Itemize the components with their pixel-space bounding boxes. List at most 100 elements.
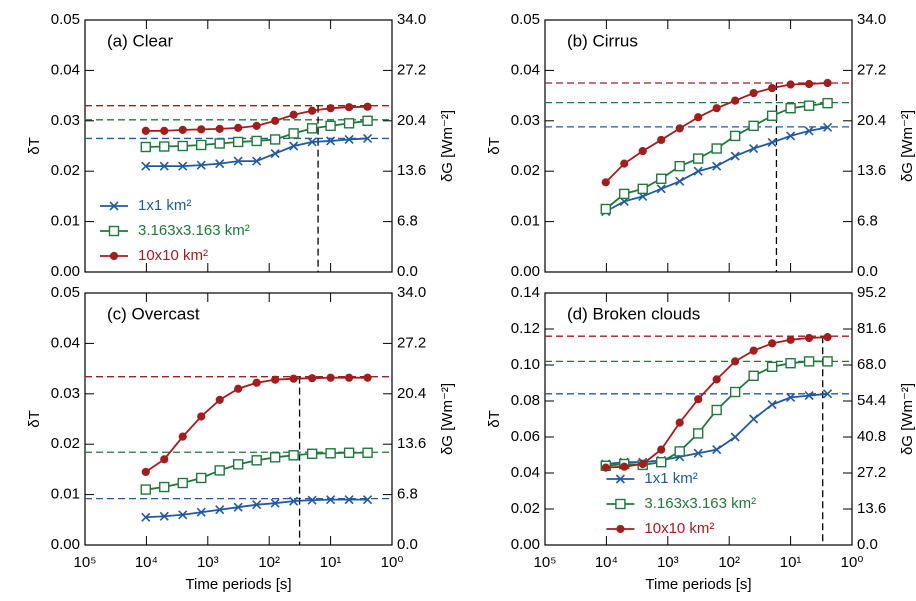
- marker-square: [362, 447, 373, 458]
- marker-circle: [215, 124, 224, 133]
- marker-x: [656, 184, 666, 194]
- marker-circle: [326, 373, 335, 382]
- marker-square: [711, 143, 722, 154]
- y-tick-label: 0.02: [51, 162, 80, 179]
- marker-square: [325, 448, 336, 459]
- y2-tick-label: 13.6: [857, 162, 886, 179]
- marker-circle: [308, 374, 317, 383]
- marker-x: [326, 136, 336, 146]
- marker-circle: [749, 346, 758, 355]
- marker-square: [288, 128, 299, 139]
- marker-square: [214, 138, 225, 149]
- y-tick-label: 0.10: [511, 356, 540, 373]
- y-tick-label: 0.03: [511, 112, 540, 129]
- marker-x: [363, 495, 373, 505]
- y2-tick-label: 0.0: [397, 536, 418, 553]
- marker-square: [306, 123, 318, 134]
- marker-square: [674, 160, 685, 172]
- marker-square: [177, 140, 188, 152]
- y2-tick-label: 13.6: [857, 500, 886, 517]
- marker-circle: [657, 445, 666, 454]
- y2-tick-label: 54.4: [857, 392, 886, 409]
- marker-x: [159, 511, 169, 521]
- x-tick-label: 10⁵: [534, 554, 557, 571]
- marker-circle: [141, 467, 150, 477]
- marker-square: [615, 498, 626, 510]
- x-tick-label: 10²: [718, 554, 740, 571]
- panel-title: (c) Overcast: [107, 304, 200, 323]
- y2-tick-label: 34.0: [397, 11, 426, 28]
- x-tick-label: 10¹: [780, 554, 802, 571]
- marker-circle: [823, 333, 832, 342]
- x-axis-label: Time periods [s]: [185, 576, 291, 593]
- marker-x: [326, 495, 336, 505]
- y2-tick-label: 34.0: [857, 11, 886, 28]
- panel-title: (d) Broken clouds: [567, 304, 700, 323]
- marker-square: [159, 481, 170, 493]
- marker-circle: [638, 459, 647, 469]
- legend-label: 10x10 km²: [644, 520, 714, 537]
- marker-circle: [694, 395, 703, 404]
- marker-circle: [289, 110, 298, 119]
- y-tick-label: 0.03: [51, 385, 80, 402]
- marker-circle: [601, 463, 610, 472]
- marker-square: [785, 358, 796, 369]
- marker-square: [674, 446, 685, 457]
- marker-x: [344, 134, 354, 145]
- marker-circle: [197, 125, 206, 134]
- marker-x: [615, 474, 625, 484]
- marker-circle: [616, 524, 625, 534]
- marker-square: [656, 173, 667, 184]
- y-tick-label: 0.08: [511, 392, 540, 409]
- marker-square: [140, 141, 151, 153]
- marker-circle: [731, 357, 740, 366]
- marker-x: [693, 448, 703, 458]
- plot-frame: [84, 19, 393, 273]
- marker-circle: [109, 251, 119, 261]
- marker-circle: [308, 106, 317, 115]
- y2-tick-label: 27.2: [857, 464, 886, 481]
- marker-circle: [215, 395, 224, 404]
- marker-square: [619, 188, 630, 200]
- marker-square: [785, 102, 796, 114]
- marker-square: [196, 139, 207, 151]
- marker-x: [252, 500, 262, 510]
- marker-square: [711, 404, 722, 416]
- marker-square: [766, 361, 778, 372]
- marker-square: [177, 477, 188, 489]
- marker-x: [289, 496, 299, 506]
- marker-square: [600, 203, 611, 215]
- marker-square: [822, 97, 833, 109]
- marker-x: [307, 495, 317, 505]
- y2-tick-label: 27.2: [397, 61, 426, 78]
- marker-circle: [657, 135, 666, 145]
- marker-x: [233, 502, 243, 512]
- marker-circle: [363, 102, 372, 111]
- marker-square: [251, 135, 262, 147]
- marker-x: [786, 131, 796, 141]
- y2-tick-label: 20.4: [397, 385, 426, 402]
- marker-square: [269, 452, 281, 463]
- y2-tick-label: 34.0: [397, 284, 426, 301]
- marker-square: [692, 428, 704, 439]
- y-tick-label: 0.02: [511, 162, 540, 179]
- marker-square: [325, 120, 336, 132]
- marker-circle: [712, 104, 721, 113]
- y2-tick-label: 6.8: [857, 213, 878, 230]
- x-tick-label: 10⁴: [135, 554, 158, 571]
- marker-circle: [804, 333, 814, 343]
- marker-square: [766, 110, 778, 121]
- marker-square: [159, 141, 170, 152]
- marker-x: [804, 391, 814, 401]
- marker-circle: [178, 432, 187, 441]
- marker-circle: [160, 126, 169, 135]
- marker-circle: [786, 335, 795, 344]
- x-tick-label: 10⁴: [595, 554, 618, 571]
- y-tick-label: 0.03: [51, 112, 80, 129]
- marker-square: [251, 455, 262, 466]
- y2-axis-label: δG [Wm⁻²]: [899, 110, 916, 182]
- marker-x: [159, 161, 169, 171]
- marker-circle: [344, 373, 354, 382]
- marker-square: [729, 386, 741, 398]
